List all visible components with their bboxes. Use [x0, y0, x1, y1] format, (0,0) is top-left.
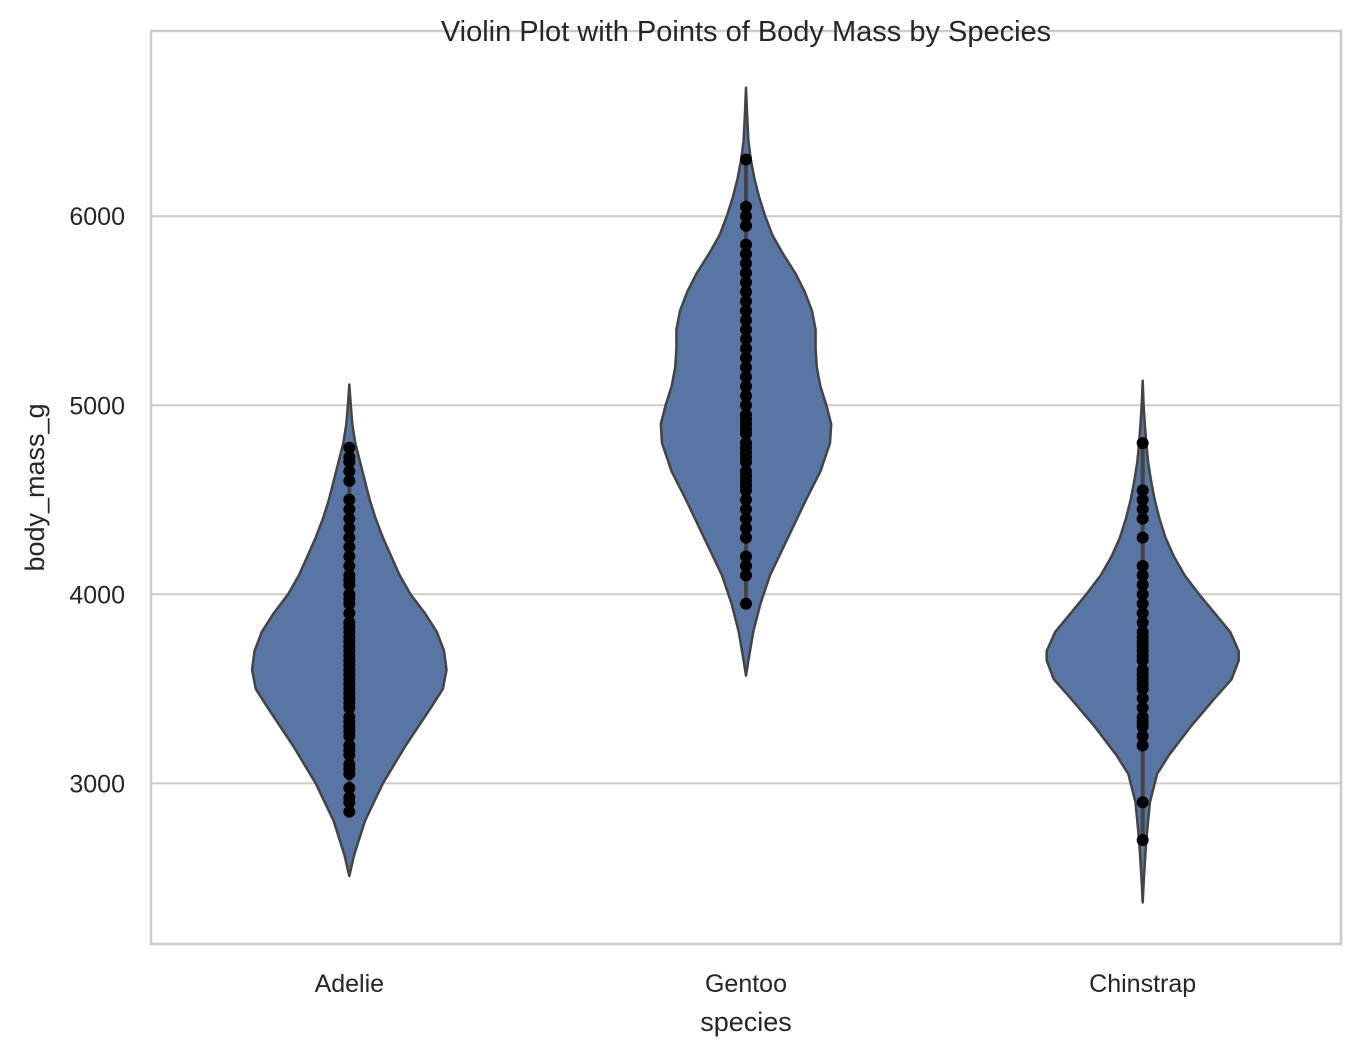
data-point [740, 295, 752, 308]
data-point [1136, 493, 1149, 506]
data-point [740, 465, 752, 478]
data-point [1136, 626, 1149, 639]
data-point [1136, 616, 1149, 629]
y-axis-label: body_mass_g [20, 403, 50, 571]
data-point [740, 493, 752, 506]
data-point [343, 782, 356, 795]
data-point [740, 323, 752, 336]
data-point [740, 522, 752, 535]
data-point [1136, 588, 1149, 601]
data-point [343, 441, 356, 454]
data-point [1136, 711, 1149, 724]
x-tick-label: Chinstrap [1089, 970, 1196, 998]
data-point [740, 342, 752, 355]
data-point [343, 550, 356, 563]
x-tick-labels: Adelie Gentoo Chinstrap [315, 970, 1197, 998]
data-point [1136, 796, 1149, 809]
data-point [1136, 701, 1149, 714]
data-points [343, 153, 1149, 847]
data-point [343, 711, 356, 724]
data-point [740, 200, 752, 213]
data-point [1136, 531, 1149, 544]
data-point [343, 739, 356, 752]
data-point [740, 380, 752, 393]
data-point [343, 758, 356, 771]
data-point [1136, 730, 1149, 743]
data-point [740, 550, 752, 563]
x-tick-label: Adelie [315, 970, 385, 998]
data-point [740, 257, 752, 270]
data-point [740, 370, 752, 383]
data-point [343, 607, 356, 620]
data-point [343, 616, 356, 629]
data-point [740, 314, 752, 327]
data-point [343, 474, 356, 487]
data-point [343, 588, 356, 601]
data-point [343, 559, 356, 572]
data-point [343, 805, 356, 818]
y-tick-label: 6000 [69, 203, 125, 231]
data-point [1136, 569, 1149, 582]
data-point [740, 153, 752, 166]
data-point [343, 522, 356, 535]
data-point [740, 210, 752, 223]
data-point [740, 248, 752, 261]
data-point [740, 437, 752, 450]
data-point [1136, 834, 1149, 847]
data-point [343, 541, 356, 554]
data-point [1136, 559, 1149, 572]
data-point [1136, 503, 1149, 516]
chart-title: Violin Plot with Points of Body Mass by … [441, 16, 1051, 48]
data-point [740, 266, 752, 279]
data-point [343, 569, 356, 582]
data-point [740, 219, 752, 232]
data-point [740, 238, 752, 251]
data-point [740, 333, 752, 346]
data-point [1136, 597, 1149, 610]
data-point [740, 285, 752, 298]
y-tick-label: 3000 [69, 770, 125, 798]
data-point [740, 276, 752, 289]
y-tick-labels: 3000 4000 5000 6000 [69, 203, 125, 798]
y-tick-label: 5000 [69, 392, 125, 420]
data-point [343, 451, 356, 464]
x-axis-label: species [700, 1007, 792, 1037]
data-point [740, 569, 752, 582]
data-point [740, 408, 752, 421]
data-point [343, 791, 356, 804]
data-point [343, 493, 356, 506]
data-point [740, 559, 752, 572]
data-point [740, 361, 752, 374]
data-point [1136, 484, 1149, 497]
data-point [740, 597, 752, 610]
data-point [740, 531, 752, 544]
data-point [740, 304, 752, 317]
data-point [343, 465, 356, 478]
y-tick-label: 4000 [69, 581, 125, 609]
data-point [740, 389, 752, 402]
data-point [1136, 739, 1149, 752]
data-point [740, 399, 752, 412]
x-tick-label: Gentoo [705, 970, 787, 998]
data-point [1136, 437, 1149, 450]
plot-frame [149, 29, 1343, 946]
data-point [1136, 692, 1149, 705]
data-point [343, 503, 356, 516]
data-point [1136, 607, 1149, 620]
data-point [343, 512, 356, 525]
data-point [740, 352, 752, 365]
data-point [740, 503, 752, 516]
data-point [740, 512, 752, 525]
data-point [1136, 512, 1149, 525]
data-point [1136, 578, 1149, 591]
data-point [1136, 663, 1149, 676]
data-point [343, 531, 356, 544]
